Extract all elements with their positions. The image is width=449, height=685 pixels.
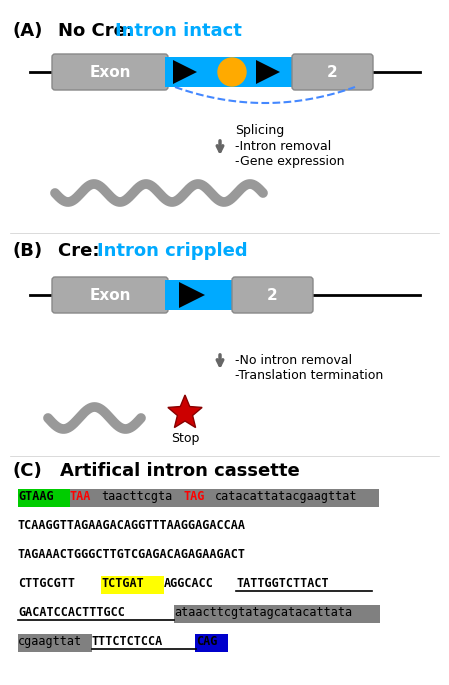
Bar	[214, 489, 379, 507]
Text: cgaagttat: cgaagttat	[18, 635, 82, 648]
Text: Exon: Exon	[89, 64, 131, 79]
Text: -No intron removal: -No intron removal	[235, 354, 352, 367]
Text: TAG: TAG	[183, 490, 205, 503]
Text: CTTGCGTT: CTTGCGTT	[18, 577, 75, 590]
Circle shape	[218, 58, 246, 86]
Text: TAA: TAA	[70, 490, 92, 503]
FancyBboxPatch shape	[165, 57, 295, 87]
Text: 2: 2	[267, 288, 278, 303]
Text: TAGAAACTGGGCTTGTCGAGACAGAGAAGACT: TAGAAACTGGGCTTGTCGAGACAGAGAAGACT	[18, 548, 246, 561]
Text: taacttcgta: taacttcgta	[101, 490, 172, 503]
Text: ataacttcgtatagcatacattata: ataacttcgtatagcatacattata	[174, 606, 352, 619]
Bar	[195, 634, 228, 652]
Bar	[18, 634, 92, 652]
FancyBboxPatch shape	[52, 54, 168, 90]
Text: 2: 2	[327, 64, 338, 79]
Text: No Cre:: No Cre:	[58, 22, 139, 40]
Text: (B): (B)	[12, 242, 42, 260]
Polygon shape	[179, 282, 205, 308]
Text: catacattatacgaagttat: catacattatacgaagttat	[215, 490, 357, 503]
Text: Stop: Stop	[171, 432, 199, 445]
Bar	[101, 489, 184, 507]
Text: -Translation termination: -Translation termination	[235, 369, 383, 382]
Text: Exon: Exon	[89, 288, 131, 303]
FancyBboxPatch shape	[292, 54, 373, 90]
Bar	[18, 489, 70, 507]
Text: TCTGAT: TCTGAT	[101, 577, 144, 590]
Polygon shape	[168, 395, 202, 427]
Text: TATTGGTCTTACT: TATTGGTCTTACT	[237, 577, 329, 590]
Bar	[70, 489, 102, 507]
Text: GTAAG: GTAAG	[18, 490, 53, 503]
FancyBboxPatch shape	[232, 277, 313, 313]
Text: -Intron removal: -Intron removal	[235, 140, 331, 153]
FancyBboxPatch shape	[52, 277, 168, 313]
Text: (C): (C)	[12, 462, 42, 480]
Text: AGGCACC: AGGCACC	[163, 577, 213, 590]
Bar	[173, 605, 379, 623]
Text: GACATCCACTTTGCC: GACATCCACTTTGCC	[18, 606, 125, 619]
Bar	[101, 576, 164, 594]
Text: TCAAGGTTAGAAGACAGGTTTAAGGAGACCAA: TCAAGGTTAGAAGACAGGTTTAAGGAGACCAA	[18, 519, 246, 532]
Text: Intron crippled: Intron crippled	[97, 242, 248, 260]
Text: Artifical intron cassette: Artifical intron cassette	[60, 462, 300, 480]
Text: (A): (A)	[12, 22, 42, 40]
Polygon shape	[256, 60, 280, 84]
Text: Intron intact: Intron intact	[115, 22, 242, 40]
Text: Splicing: Splicing	[235, 124, 285, 137]
Text: -Gene expression: -Gene expression	[235, 155, 344, 168]
Polygon shape	[173, 60, 197, 84]
Text: TTTCTCTCCA: TTTCTCTCCA	[92, 635, 163, 648]
Text: Cre:: Cre:	[58, 242, 106, 260]
Text: CAG: CAG	[196, 635, 217, 648]
Bar	[183, 489, 215, 507]
FancyBboxPatch shape	[165, 280, 235, 310]
